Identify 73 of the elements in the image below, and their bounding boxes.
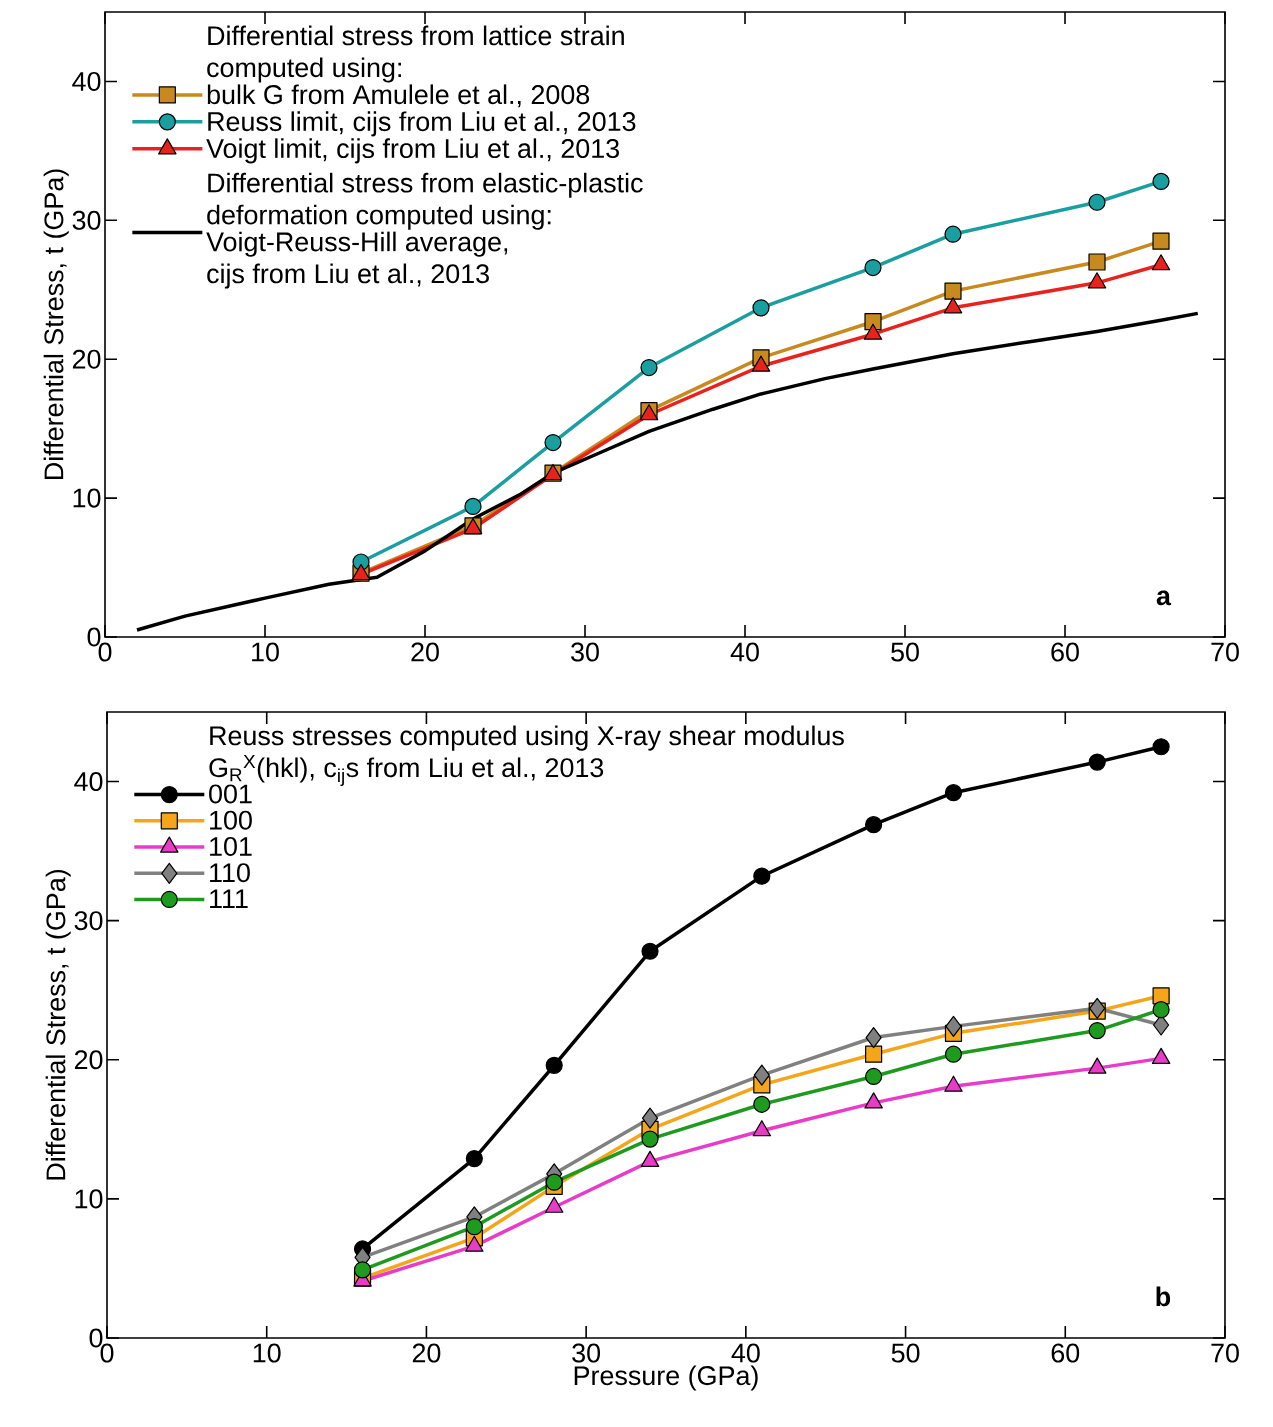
y-tick-label: 30 bbox=[74, 911, 103, 931]
point bbox=[944, 282, 962, 300]
y-tick-label: 30 bbox=[72, 210, 101, 230]
point bbox=[865, 1045, 883, 1063]
point bbox=[944, 1045, 963, 1063]
x-tick-label: 30 bbox=[572, 1343, 601, 1363]
x-tick-label: 40 bbox=[731, 1343, 760, 1363]
y-tick-label: 40 bbox=[72, 71, 101, 91]
point bbox=[1152, 738, 1170, 756]
legend-label: 001 bbox=[209, 784, 252, 804]
point bbox=[1089, 997, 1106, 1019]
x-tick-label: 70 bbox=[1211, 642, 1239, 662]
point bbox=[641, 942, 659, 960]
point bbox=[465, 1218, 483, 1236]
legend-label: 101 bbox=[210, 836, 252, 856]
annotation: a bbox=[1156, 590, 1172, 606]
point bbox=[753, 1064, 770, 1086]
point bbox=[944, 225, 962, 243]
point bbox=[945, 1015, 962, 1037]
point bbox=[464, 497, 482, 516]
x-tick-label: 10 bbox=[252, 642, 279, 662]
point bbox=[944, 784, 963, 802]
point bbox=[1088, 253, 1106, 271]
annotation: b bbox=[1156, 1286, 1171, 1307]
legend-label: Voigt-Reuss-Hill average, cijs from Liu et al., 2013 bbox=[206, 231, 508, 289]
point bbox=[353, 1261, 372, 1279]
legend-label: 111 bbox=[210, 889, 248, 908]
point bbox=[545, 1173, 563, 1191]
legend-title: Differential stress from lattice strain computed using: bbox=[207, 25, 624, 83]
x-tick-label: 50 bbox=[891, 1343, 920, 1363]
point bbox=[864, 258, 882, 277]
y-tick-label: 20 bbox=[72, 349, 101, 369]
point bbox=[545, 1056, 563, 1074]
point bbox=[1152, 1001, 1170, 1019]
legend-label: Voigt limit, cijs from Liu et al., 2013 bbox=[206, 138, 619, 164]
point bbox=[1088, 1021, 1106, 1040]
point bbox=[465, 1149, 483, 1168]
y-tick-label: 40 bbox=[74, 772, 103, 792]
x-tick-label: 50 bbox=[891, 642, 919, 662]
x-tick-label: 60 bbox=[1051, 1343, 1080, 1363]
legend-label: 110 bbox=[210, 863, 250, 883]
point bbox=[752, 299, 770, 317]
point bbox=[1152, 172, 1170, 191]
annotation: Differential stress from elastic-plastic deformation computed using: bbox=[207, 172, 643, 230]
point bbox=[544, 433, 562, 452]
legend-label: Reuss limit, cijs from Liu et al., 2013 bbox=[208, 111, 636, 137]
x-tick-label: 20 bbox=[411, 642, 439, 662]
x-tick-label: 10 bbox=[253, 1343, 281, 1363]
line-series bbox=[135, 311, 1200, 632]
x-tick-label: 60 bbox=[1051, 642, 1079, 662]
point bbox=[865, 1067, 883, 1086]
y-axis-title: Differential Stress, t (GPa) bbox=[45, 869, 71, 1180]
point bbox=[641, 1107, 659, 1129]
point bbox=[753, 1095, 771, 1113]
y-axis-title: Differential Stress, t (GPa) bbox=[43, 169, 69, 479]
x-tick-label: 30 bbox=[571, 642, 599, 662]
legend-label: 100 bbox=[210, 810, 252, 830]
point bbox=[1152, 232, 1170, 250]
x-tick-label: 40 bbox=[730, 642, 759, 662]
legend-label: bulk G from Amulele et al., 2008 bbox=[207, 84, 590, 108]
point bbox=[1088, 193, 1106, 211]
point bbox=[641, 1130, 659, 1148]
x-axis-title: Pressure (GPa) bbox=[574, 1365, 758, 1391]
point bbox=[865, 816, 883, 834]
point bbox=[640, 358, 658, 377]
y-tick-label: 20 bbox=[74, 1050, 103, 1070]
x-tick-label: 20 bbox=[412, 1343, 441, 1363]
y-tick-label: 10 bbox=[73, 488, 101, 508]
point bbox=[753, 867, 771, 885]
x-tick-label: 70 bbox=[1211, 1343, 1239, 1363]
point bbox=[1088, 753, 1106, 771]
y-tick-label: 10 bbox=[75, 1189, 103, 1209]
point bbox=[865, 1026, 882, 1049]
